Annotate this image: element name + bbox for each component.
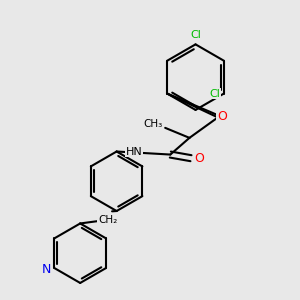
Text: Cl: Cl <box>209 88 220 98</box>
Text: CH₃: CH₃ <box>143 119 162 129</box>
Text: O: O <box>217 110 227 122</box>
Text: HN: HN <box>126 146 142 157</box>
Text: O: O <box>194 152 204 165</box>
Text: CH₂: CH₂ <box>98 215 117 225</box>
Text: N: N <box>42 263 51 276</box>
Text: Cl: Cl <box>190 30 201 40</box>
